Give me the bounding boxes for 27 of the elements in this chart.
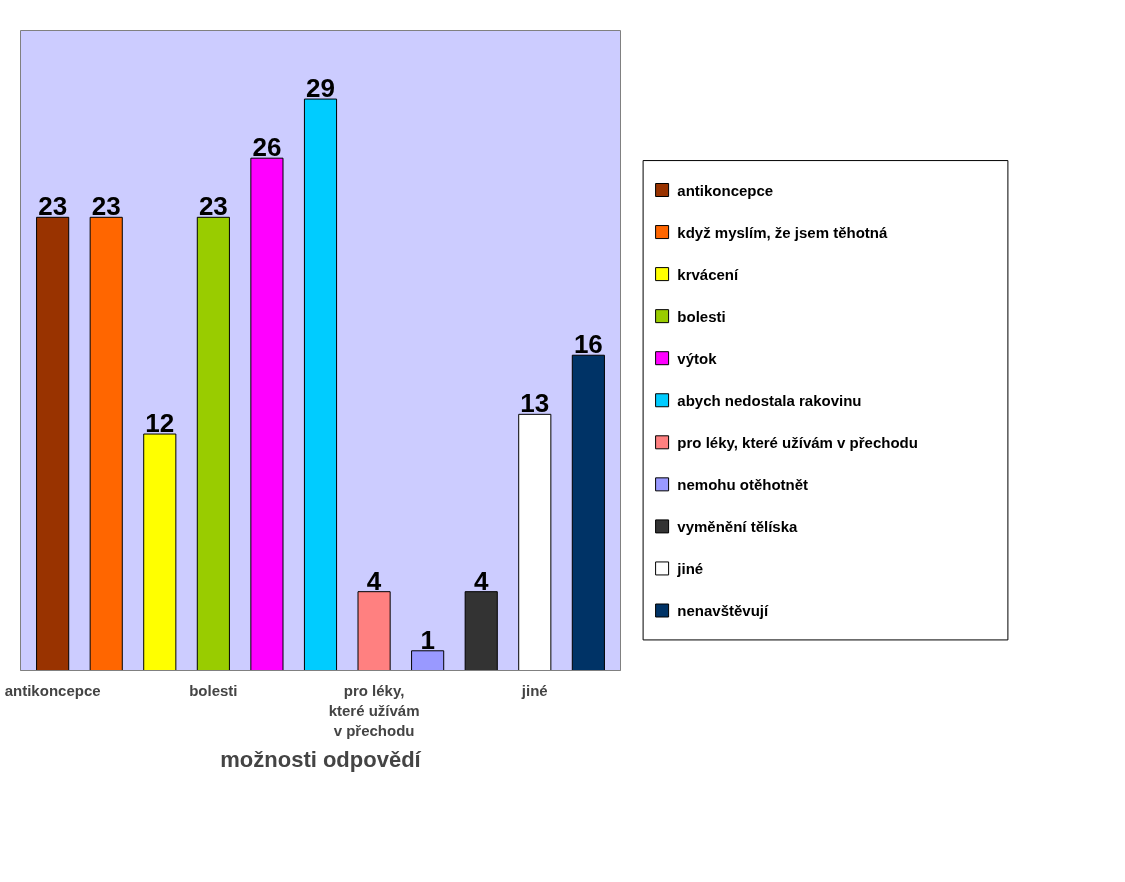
data-label: 1 xyxy=(420,624,435,655)
x-tick-label: antikoncepce xyxy=(4,681,101,699)
x-axis-title: možnosti odpovědí xyxy=(220,747,422,773)
legend-label: vyměnění tělíska xyxy=(677,517,799,535)
x-tick-label: jiné xyxy=(520,681,548,699)
data-label: 4 xyxy=(473,565,489,596)
data-label: 29 xyxy=(306,73,335,104)
data-label: 23 xyxy=(38,191,68,222)
x-tick-label: bolesti xyxy=(189,681,238,699)
legend-label: bolesti xyxy=(677,307,726,325)
data-label: 13 xyxy=(520,388,550,419)
legend-label: nenavštěvují xyxy=(677,602,769,619)
data-label: 12 xyxy=(145,408,175,439)
legend-label: když myslím, že jsem těhotná xyxy=(677,223,889,241)
legend-label: krvácení xyxy=(677,265,740,283)
legend-label: jiné xyxy=(676,559,704,577)
data-label: 16 xyxy=(573,329,603,360)
legend-label: abych nedostala rakovinu xyxy=(677,391,862,409)
legend-label: výtok xyxy=(677,349,718,367)
data-label: 26 xyxy=(252,132,282,163)
legend-label: antikoncepce xyxy=(677,181,774,199)
legend-label: pro léky, které užívám v přechodu xyxy=(677,433,918,451)
legend-label: nemohu otěhotnět xyxy=(677,475,809,493)
data-label: 4 xyxy=(366,565,382,596)
data-label: 23 xyxy=(198,191,228,222)
x-tick-label: pro léky, které užívám v přechodu xyxy=(328,681,420,740)
data-label: 23 xyxy=(91,191,121,222)
